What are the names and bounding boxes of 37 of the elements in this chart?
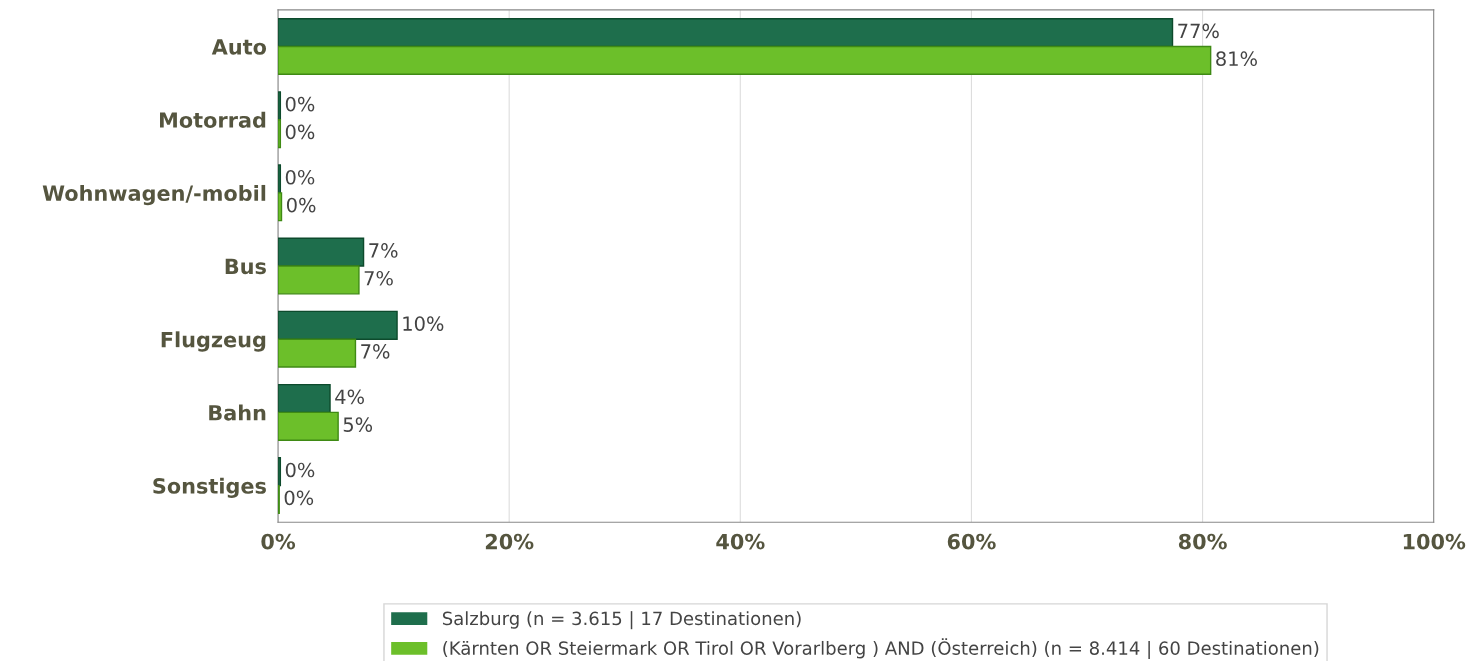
bar: [278, 237, 365, 267]
data-label: 0%: [285, 169, 315, 185]
y-tick-label: Motorrad: [160, 111, 266, 128]
data-label: 0%: [284, 490, 314, 506]
x-tick-label: 40%: [716, 533, 765, 550]
x-tick-label: 60%: [947, 533, 996, 550]
data-label: 0%: [285, 462, 315, 478]
data-label: 0%: [286, 197, 316, 213]
bar: [278, 45, 1212, 76]
bar: [278, 383, 331, 414]
y-tick-label: Sonstiges: [153, 477, 266, 499]
y-tick-label: Wohnwagen/-mobil: [42, 184, 266, 206]
data-label: 77%: [1178, 23, 1219, 39]
x-tick-label: 80%: [1178, 533, 1227, 550]
bar: [278, 310, 398, 340]
y-tick-label: Bahn: [209, 404, 266, 421]
x-tick-label: 0%: [261, 533, 296, 550]
legend-label: (Kärnten OR Steiermark OR Tirol OR Vorarlberg ) AND (Österreich) (n = 8.414 | 60 Destinationen): [443, 638, 1319, 659]
data-label: 5%: [343, 417, 373, 432]
y-tick-label: Flugzeug: [161, 331, 266, 352]
data-label: 7%: [369, 243, 398, 258]
data-label: 0%: [285, 96, 315, 112]
data-label: 81%: [1216, 51, 1257, 67]
data-label: 10%: [403, 316, 444, 331]
data-label: 7%: [364, 270, 393, 286]
data-label: 4%: [335, 389, 364, 405]
data-label: 7%: [361, 344, 390, 359]
y-tick-label: Auto: [211, 39, 267, 55]
bar: [278, 338, 357, 368]
legend-label: Salzburg (n = 3.615 | 17 Destinationen): [442, 611, 801, 630]
x-tick-label: 20%: [485, 533, 534, 550]
bar: [278, 18, 1174, 48]
data-label: 0%: [285, 124, 315, 140]
bar: [278, 411, 339, 441]
x-tick-label: 100%: [1403, 533, 1466, 550]
y-tick-label: Bus: [225, 258, 266, 275]
bar: [278, 265, 360, 295]
